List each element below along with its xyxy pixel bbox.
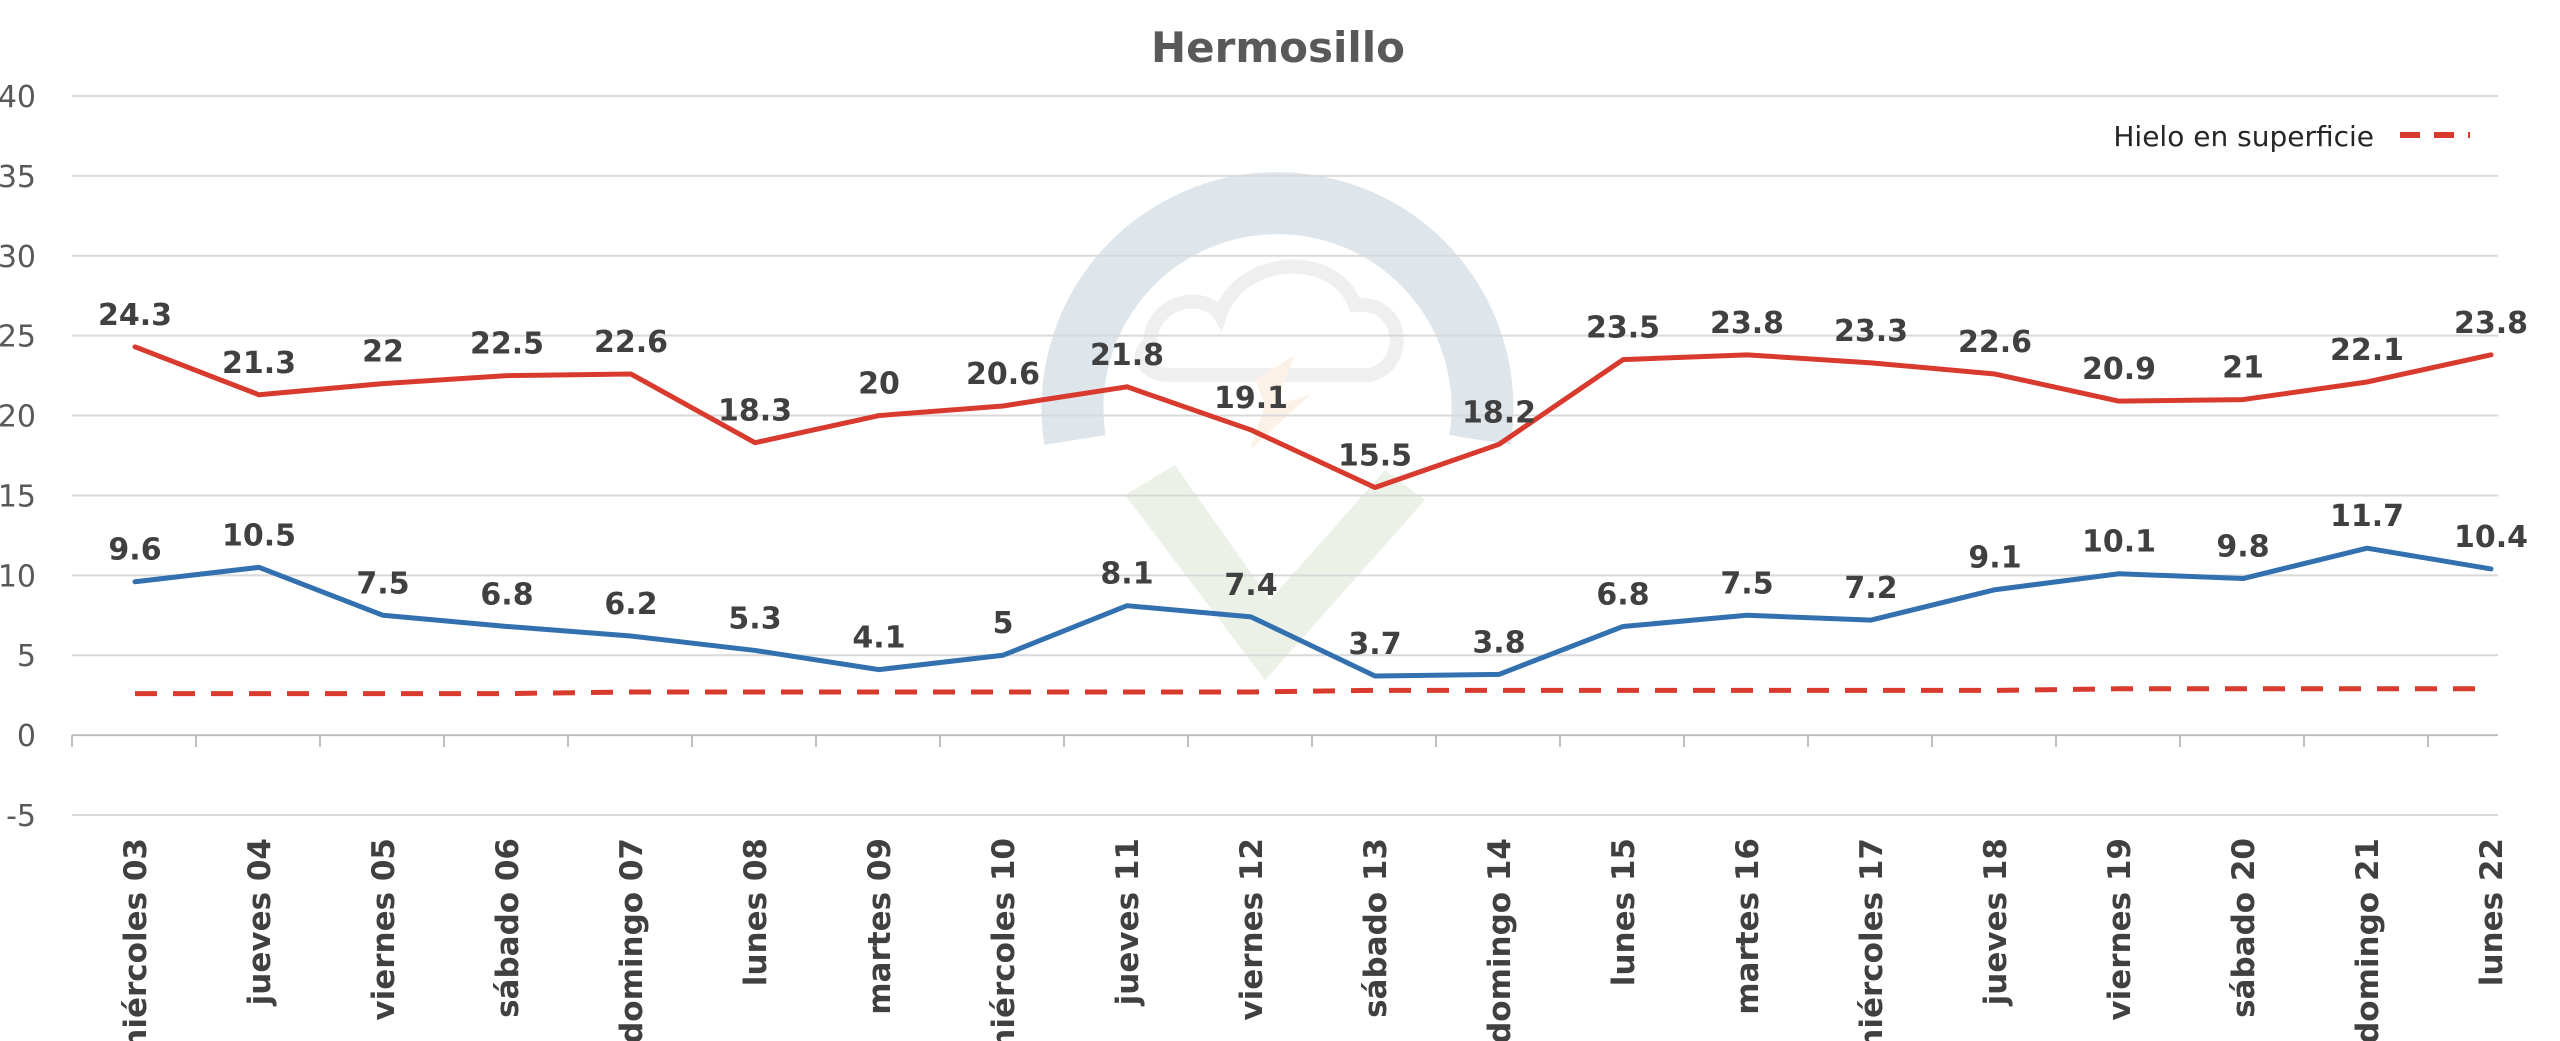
y-axis: -5 0 5 10 15 20 25 30 35 40 (0, 80, 36, 834)
data-label-series-0: 22 (362, 335, 404, 370)
x-tick-label: sábado 13 (1358, 838, 1394, 1018)
data-label-series-1: 5 (993, 606, 1014, 641)
data-label-series-1: 4.1 (852, 621, 905, 656)
data-label-series-0: 15.5 (1338, 438, 1412, 473)
data-label-series-0: 23.5 (1586, 311, 1660, 346)
y-tick-label: 10 (0, 559, 36, 594)
y-tick-label: -5 (6, 799, 36, 834)
data-label-series-0: 18.3 (718, 394, 792, 429)
data-label-series-1: 9.1 (1968, 541, 2021, 576)
x-tick-label: sábado 20 (2226, 838, 2262, 1018)
watermark-logo-icon (1041, 172, 1514, 680)
series-line-0 (132, 344, 2494, 490)
data-label-series-1: 7.5 (1720, 566, 1773, 601)
x-tick-label: lunes 15 (1606, 838, 1642, 986)
x-tick-label: domingo 07 (614, 838, 650, 1041)
data-label-series-1: 6.8 (480, 577, 533, 612)
data-label-series-0: 20.9 (2082, 352, 2156, 387)
x-tick-label: domingo 14 (1482, 838, 1518, 1041)
x-tick-label: miércoles 03 (118, 838, 154, 1041)
data-label-series-0: 21 (2222, 351, 2264, 386)
y-tick-label: 35 (0, 160, 36, 195)
data-label-series-0: 20.6 (966, 357, 1040, 392)
x-tick-label: viernes 12 (1234, 838, 1270, 1021)
data-label-series-1: 11.7 (2330, 499, 2404, 534)
data-labels: 24.3 21.3 22 22.5 22.6 18.3 20 20.6 21.8 19.1 15.5… (98, 298, 2528, 662)
data-label-series-1: 3.7 (1348, 627, 1401, 662)
x-tick-label: jueves 11 (1110, 838, 1146, 1007)
x-tick-label: viernes 05 (366, 838, 402, 1021)
data-label-series-1: 9.6 (108, 533, 161, 568)
data-label-series-0: 23.8 (1710, 306, 1784, 341)
data-label-series-1: 6.2 (604, 587, 657, 622)
data-label-series-1: 3.8 (1472, 625, 1525, 660)
x-tick-label: martes 09 (862, 838, 898, 1015)
data-label-series-1: 7.4 (1224, 568, 1277, 603)
data-label-series-0: 18.2 (1462, 395, 1536, 430)
data-label-series-1: 7.5 (356, 566, 409, 601)
data-label-series-0: 22.6 (594, 325, 668, 360)
y-tick-label: 25 (0, 320, 36, 355)
y-tick-label: 5 (17, 639, 36, 674)
x-axis: miércoles 03 jueves 04 viernes 05 sábado 06… (71, 735, 2510, 1041)
data-label-series-1: 8.1 (1100, 557, 1153, 592)
y-tick-label: 40 (0, 80, 36, 115)
data-label-series-0: 24.3 (98, 298, 172, 333)
x-tick-label: jueves 04 (242, 838, 278, 1007)
data-label-series-0: 23.3 (1834, 314, 1908, 349)
data-label-series-1: 9.8 (2216, 530, 2269, 565)
x-tick-label: miércoles 17 (1854, 838, 1890, 1041)
x-tick-label: martes 16 (1730, 838, 1766, 1015)
data-label-series-0: 20 (858, 367, 900, 402)
y-tick-label: 15 (0, 479, 36, 514)
data-label-series-1: 5.3 (728, 601, 781, 636)
data-label-series-1: 10.1 (2082, 525, 2156, 560)
data-label-series-1: 7.2 (1844, 571, 1897, 606)
data-label-series-1: 10.5 (222, 518, 296, 553)
series-lines (132, 344, 2494, 697)
series-line-1 (132, 545, 2494, 679)
data-label-series-1: 6.8 (1596, 577, 1649, 612)
x-tick-label: sábado 06 (490, 838, 526, 1018)
x-tick-label: jueves 18 (1978, 838, 2014, 1007)
data-label-series-0: 19.1 (1214, 381, 1288, 416)
data-label-series-0: 22.5 (470, 327, 544, 362)
y-tick-label: 0 (17, 719, 36, 754)
data-label-series-1: 10.4 (2454, 520, 2528, 555)
data-label-series-0: 23.8 (2454, 306, 2528, 341)
data-label-series-0: 21.8 (1090, 338, 1164, 373)
x-tick-label: lunes 22 (2474, 838, 2510, 986)
chart-title: Hermosillo (1151, 23, 1405, 72)
legend-label-hielo: Hielo en superficie (2113, 120, 2374, 153)
data-label-series-0: 21.3 (222, 346, 296, 381)
y-tick-label: 20 (0, 400, 36, 435)
x-tick-label: miércoles 10 (986, 838, 1022, 1041)
data-label-series-0: 22.6 (1958, 325, 2032, 360)
series-line-2 (135, 686, 2491, 697)
data-label-series-0: 22.1 (2330, 333, 2404, 368)
legend: Hielo en superficie (2113, 120, 2470, 153)
x-tick-label: lunes 08 (738, 838, 774, 986)
x-tick-label: domingo 21 (2350, 838, 2386, 1041)
y-tick-label: 30 (0, 240, 36, 275)
x-tick-label: viernes 19 (2102, 838, 2138, 1021)
